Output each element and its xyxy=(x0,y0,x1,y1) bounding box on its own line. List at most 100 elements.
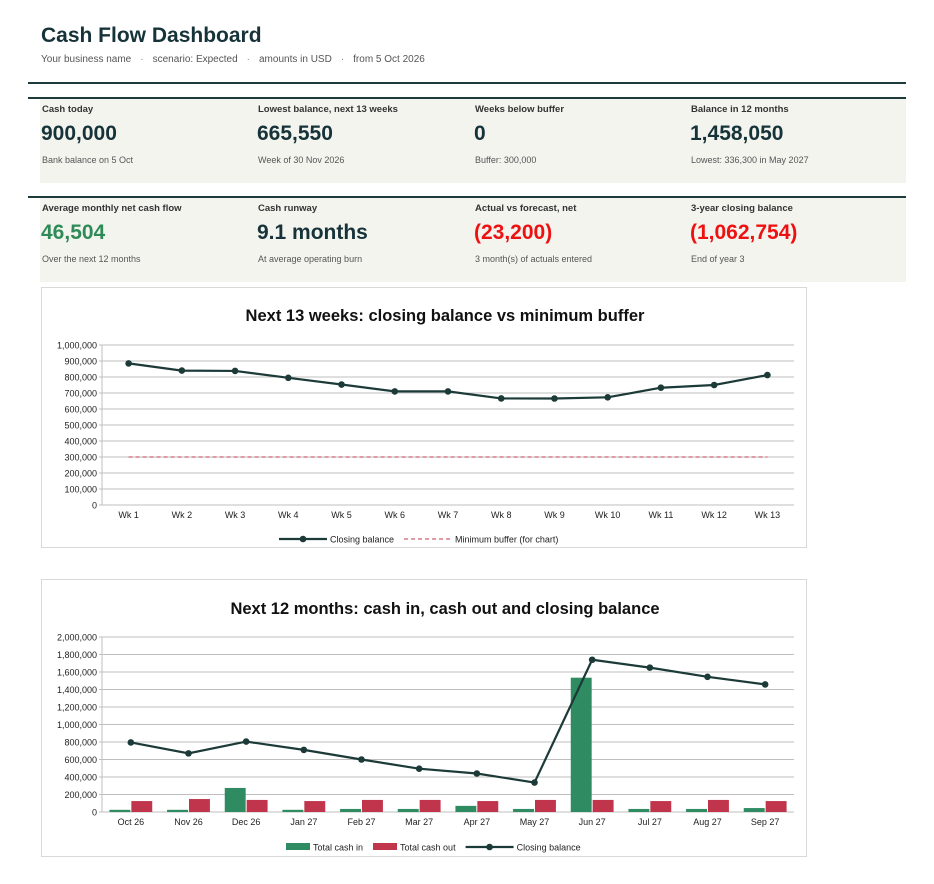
data-point xyxy=(242,738,250,745)
bar xyxy=(304,801,326,812)
y-tick-label: 1,800,000 xyxy=(57,650,97,660)
kpi-weeks-below-buffer: Weeks below buffer 0 Buffer: 300,000 xyxy=(473,99,683,183)
data-point xyxy=(127,739,135,746)
legend-label: Total cash in xyxy=(313,843,363,853)
data-point xyxy=(704,673,711,681)
y-tick-label: 900,000 xyxy=(64,357,97,367)
bar xyxy=(513,808,534,812)
separator: · xyxy=(246,54,250,65)
weekly-balance-chart-svg: Next 13 weeks: closing balance vs minimu… xyxy=(57,307,794,545)
kpi-row-2: Average monthly net cash flow 46,504 Ove… xyxy=(40,198,906,282)
kpi-value: (1,062,754) xyxy=(690,221,798,244)
data-point xyxy=(531,779,538,786)
monthly-cash-chart-svg: Next 12 months: cash in, cash out and cl… xyxy=(57,600,794,853)
weekly-balance-chart: Next 13 weeks: closing balance vs minimu… xyxy=(41,287,807,548)
header-rule xyxy=(28,82,906,84)
x-tick-label: Wk 3 xyxy=(225,510,246,520)
y-tick-label: 100,000 xyxy=(64,485,97,495)
x-tick-label: Wk 8 xyxy=(491,510,512,520)
y-tick-label: 200,000 xyxy=(64,790,97,800)
legend-label: Closing balance xyxy=(330,535,394,545)
kpi-3-year-closing-balance: 3-year closing balance (1,062,754) End o… xyxy=(689,198,899,282)
kpi-note: End of year 3 xyxy=(691,254,745,264)
y-tick-label: 1,000,000 xyxy=(57,720,97,730)
kpi-row-1: Cash today 900,000 Bank balance on 5 Oct… xyxy=(40,99,906,183)
data-point xyxy=(497,395,505,402)
x-tick-label: Wk 4 xyxy=(278,510,299,520)
kpi-note: Week of 30 Nov 2026 xyxy=(258,155,345,165)
monthly-cash-chart: Next 12 months: cash in, cash out and cl… xyxy=(41,579,807,857)
bar xyxy=(477,801,499,812)
kpi-note: 3 month(s) of actuals entered xyxy=(475,254,593,264)
legend-swatch xyxy=(286,843,310,850)
data-point xyxy=(473,770,481,777)
bar xyxy=(282,809,304,812)
kpi-note: At average operating burn xyxy=(258,254,363,264)
x-tick-label: Wk 7 xyxy=(438,510,459,520)
x-tick-label: Jan 27 xyxy=(290,817,317,827)
y-tick-label: 600,000 xyxy=(64,755,97,765)
legend-label: Minimum buffer (for chart) xyxy=(455,535,558,545)
chart-title: Next 13 weeks: closing balance vs minimu… xyxy=(246,307,645,325)
x-tick-label: Wk 1 xyxy=(118,510,139,520)
kpi-note: Over the next 12 months xyxy=(42,254,141,264)
data-point xyxy=(300,746,308,754)
kpi-row-1-rule xyxy=(28,97,906,99)
bar xyxy=(455,805,477,812)
x-tick-label: Wk 11 xyxy=(649,510,674,520)
x-tick-label: Wk 5 xyxy=(331,510,352,520)
legend-swatch xyxy=(373,843,398,850)
data-point xyxy=(444,388,452,395)
bar xyxy=(592,799,614,812)
kpi-note: Bank balance on 5 Oct xyxy=(42,155,134,165)
data-point xyxy=(358,756,365,763)
start-date-label: from 5 Oct 2026 xyxy=(353,54,425,65)
x-tick-label: Mar 27 xyxy=(405,817,433,827)
bar xyxy=(246,799,268,812)
data-point xyxy=(646,664,654,671)
bar xyxy=(362,799,383,812)
data-point xyxy=(761,681,769,688)
series-line-balance xyxy=(130,658,766,784)
kpi-value: (23,200) xyxy=(474,221,553,244)
legend-swatch xyxy=(299,535,307,543)
x-tick-label: Apr 27 xyxy=(464,817,491,827)
x-tick-label: Aug 27 xyxy=(693,817,722,827)
kpi-note: Lowest: 336,300 in May 2027 xyxy=(691,155,809,165)
bar xyxy=(650,801,672,812)
data-point xyxy=(604,394,611,401)
x-tick-label: Dec 26 xyxy=(232,817,261,827)
dashboard-title: Cash Flow Dashboard xyxy=(41,24,262,47)
x-tick-label: Feb 27 xyxy=(347,817,375,827)
bar xyxy=(765,801,787,812)
kpi-label: 3-year closing balance xyxy=(691,203,793,214)
x-tick-label: Nov 26 xyxy=(174,817,203,827)
currency-label: amounts in USD xyxy=(259,54,332,65)
kpi-value: 665,550 xyxy=(257,122,333,145)
x-tick-label: Wk 10 xyxy=(595,510,621,520)
data-point xyxy=(185,750,192,757)
y-tick-label: 2,000,000 xyxy=(57,633,97,643)
y-tick-label: 1,400,000 xyxy=(57,685,97,695)
kpi-value: 9.1 months xyxy=(257,221,368,244)
x-tick-label: Sep 27 xyxy=(751,817,780,827)
bar xyxy=(189,799,210,812)
business-name: Your business name xyxy=(41,54,132,65)
y-tick-label: 1,600,000 xyxy=(57,668,97,678)
data-point xyxy=(588,656,596,664)
data-point xyxy=(338,381,345,388)
data-point xyxy=(764,371,771,379)
kpi-value: 1,458,050 xyxy=(690,122,784,145)
bar xyxy=(570,677,592,812)
x-tick-label: Wk 2 xyxy=(172,510,193,520)
y-tick-label: 1,000,000 xyxy=(57,341,97,351)
y-tick-label: 600,000 xyxy=(64,405,97,415)
kpi-actual-vs-forecast: Actual vs forecast, net (23,200) 3 month… xyxy=(473,198,683,282)
y-tick-label: 400,000 xyxy=(64,773,97,783)
y-tick-label: 200,000 xyxy=(64,469,97,479)
bar xyxy=(743,808,765,812)
data-point xyxy=(285,374,292,382)
data-point xyxy=(551,395,558,402)
x-tick-label: Jun 27 xyxy=(579,817,606,827)
y-tick-label: 400,000 xyxy=(64,437,97,447)
